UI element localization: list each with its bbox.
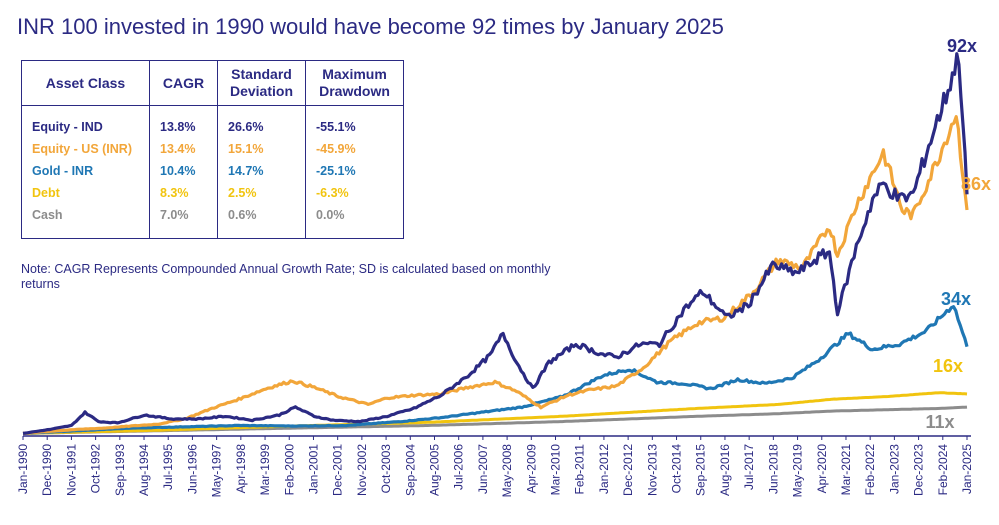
table-header-row: Asset Class CAGR Standard Deviation Maxi… bbox=[21, 60, 404, 106]
series-line-debt bbox=[22, 391, 968, 435]
x-tick-label: Sep-2004 bbox=[403, 444, 417, 496]
footnote: Note: CAGR Represents Compounded Annual … bbox=[21, 262, 551, 291]
drawdown-cell: 0.0% bbox=[305, 204, 404, 239]
asset-cell: Debt bbox=[21, 182, 150, 204]
x-tick-label: Apr-2020 bbox=[815, 444, 829, 494]
x-tick-label: Mar-1999 bbox=[258, 444, 272, 496]
asset-cell: Equity - US (INR) bbox=[21, 138, 150, 160]
table-row: Equity - IND 13.8% 26.6% -55.1% bbox=[21, 105, 404, 138]
table-row: Debt 8.3% 2.5% -6.3% bbox=[21, 182, 404, 204]
x-tick-label: Feb-2024 bbox=[936, 444, 950, 496]
x-tick-label: Jun-1996 bbox=[185, 444, 199, 494]
x-tick-label: Apr-2009 bbox=[524, 444, 538, 494]
x-tick-label: Sep-2015 bbox=[694, 444, 708, 496]
sd-cell: 26.6% bbox=[217, 105, 306, 138]
cagr-cell: 7.0% bbox=[149, 204, 218, 239]
x-tick-label: Aug-1994 bbox=[137, 444, 151, 496]
x-tick-labels: Jan-1990 Dec-1990 Nov-1991 Oct-1992 Sep-1993… bbox=[16, 436, 974, 497]
x-tick-label: Oct-1992 bbox=[89, 444, 103, 494]
x-tick-label: May-2019 bbox=[791, 444, 805, 498]
header-asset-class: Asset Class bbox=[21, 60, 150, 106]
x-tick-label: Aug-2005 bbox=[427, 444, 441, 496]
x-tick-label: Nov-2013 bbox=[645, 444, 659, 496]
end-label: 16x bbox=[933, 356, 963, 376]
table-body: Equity - IND 13.8% 26.6% -55.1% Equity - US … bbox=[21, 105, 404, 239]
x-tick-label: Mar-2021 bbox=[839, 444, 853, 496]
series-layer bbox=[22, 52, 969, 435]
drawdown-cell: -55.1% bbox=[305, 105, 404, 138]
x-tick-label: Jul-1995 bbox=[161, 444, 175, 490]
cagr-cell: 10.4% bbox=[149, 160, 218, 182]
drawdown-cell: -6.3% bbox=[305, 182, 404, 204]
x-tick-label: Oct-2003 bbox=[379, 444, 393, 494]
asset-cell: Gold - INR bbox=[21, 160, 150, 182]
header-maximum-drawdown: Maximum Drawdown bbox=[305, 60, 404, 106]
x-tick-label: Dec-1990 bbox=[40, 444, 54, 496]
x-tick-label: Jan-2025 bbox=[960, 444, 974, 494]
chart-title: INR 100 invested in 1990 would have beco… bbox=[17, 14, 724, 39]
end-label: 86x bbox=[961, 174, 991, 194]
x-tick-label: Feb-2022 bbox=[863, 444, 877, 496]
x-tick-label: Aug-2016 bbox=[718, 444, 732, 496]
x-tick-label: Jul-2006 bbox=[452, 444, 466, 490]
x-tick-label: Dec-2001 bbox=[331, 444, 345, 496]
x-tick-label: Apr-1998 bbox=[234, 444, 248, 494]
x-tick-label: Jun-2007 bbox=[476, 444, 490, 494]
stats-table: Asset Class CAGR Standard Deviation Maxi… bbox=[21, 60, 404, 239]
asset-cell: Equity - IND bbox=[21, 105, 150, 138]
x-tick-label: Nov-1991 bbox=[64, 444, 78, 496]
x-tick-label: Mar-2010 bbox=[549, 444, 563, 496]
end-label: 92x bbox=[947, 36, 977, 56]
sd-cell: 2.5% bbox=[217, 182, 306, 204]
end-label: 11x bbox=[925, 412, 954, 432]
x-tick-label: Jun-2018 bbox=[766, 444, 780, 494]
x-tick-label: Feb-2000 bbox=[282, 444, 296, 496]
sd-cell: 15.1% bbox=[217, 138, 306, 160]
x-tick-label: Oct-2014 bbox=[670, 444, 684, 494]
cagr-cell: 8.3% bbox=[149, 182, 218, 204]
table-row: Cash 7.0% 0.6% 0.0% bbox=[21, 204, 404, 239]
cagr-cell: 13.8% bbox=[149, 105, 218, 138]
x-tick-label: Jul-2017 bbox=[742, 444, 756, 490]
series-line-gold-inr bbox=[22, 305, 969, 435]
x-tick-label: May-1997 bbox=[210, 444, 224, 498]
end-labels-layer: 92x 86x 34x 16x 11x bbox=[925, 36, 991, 432]
series-line-equity-ind bbox=[22, 52, 969, 435]
x-tick-label: Jan-1990 bbox=[16, 444, 30, 494]
sd-cell: 0.6% bbox=[217, 204, 306, 239]
x-tick-label: Jan-2023 bbox=[887, 444, 901, 494]
x-tick-label: Dec-2012 bbox=[621, 444, 635, 496]
sd-cell: 14.7% bbox=[217, 160, 306, 182]
drawdown-cell: -25.1% bbox=[305, 160, 404, 182]
x-tick-label: Feb-2011 bbox=[573, 444, 587, 495]
x-tick-label: Jan-2012 bbox=[597, 444, 611, 494]
header-cagr: CAGR bbox=[149, 60, 218, 106]
x-tick-label: Nov-2002 bbox=[355, 444, 369, 496]
x-tick-label: Dec-2023 bbox=[912, 444, 926, 496]
cagr-cell: 13.4% bbox=[149, 138, 218, 160]
x-tick-label: Jan-2001 bbox=[306, 444, 320, 494]
x-tick-label: May-2008 bbox=[500, 444, 514, 498]
header-standard-deviation: Standard Deviation bbox=[217, 60, 306, 106]
x-tick-label: Sep-1993 bbox=[113, 444, 127, 496]
end-label: 34x bbox=[941, 289, 971, 309]
table-row: Gold - INR 10.4% 14.7% -25.1% bbox=[21, 160, 404, 182]
asset-cell: Cash bbox=[21, 204, 150, 239]
table-row: Equity - US (INR) 13.4% 15.1% -45.9% bbox=[21, 138, 404, 160]
drawdown-cell: -45.9% bbox=[305, 138, 404, 160]
